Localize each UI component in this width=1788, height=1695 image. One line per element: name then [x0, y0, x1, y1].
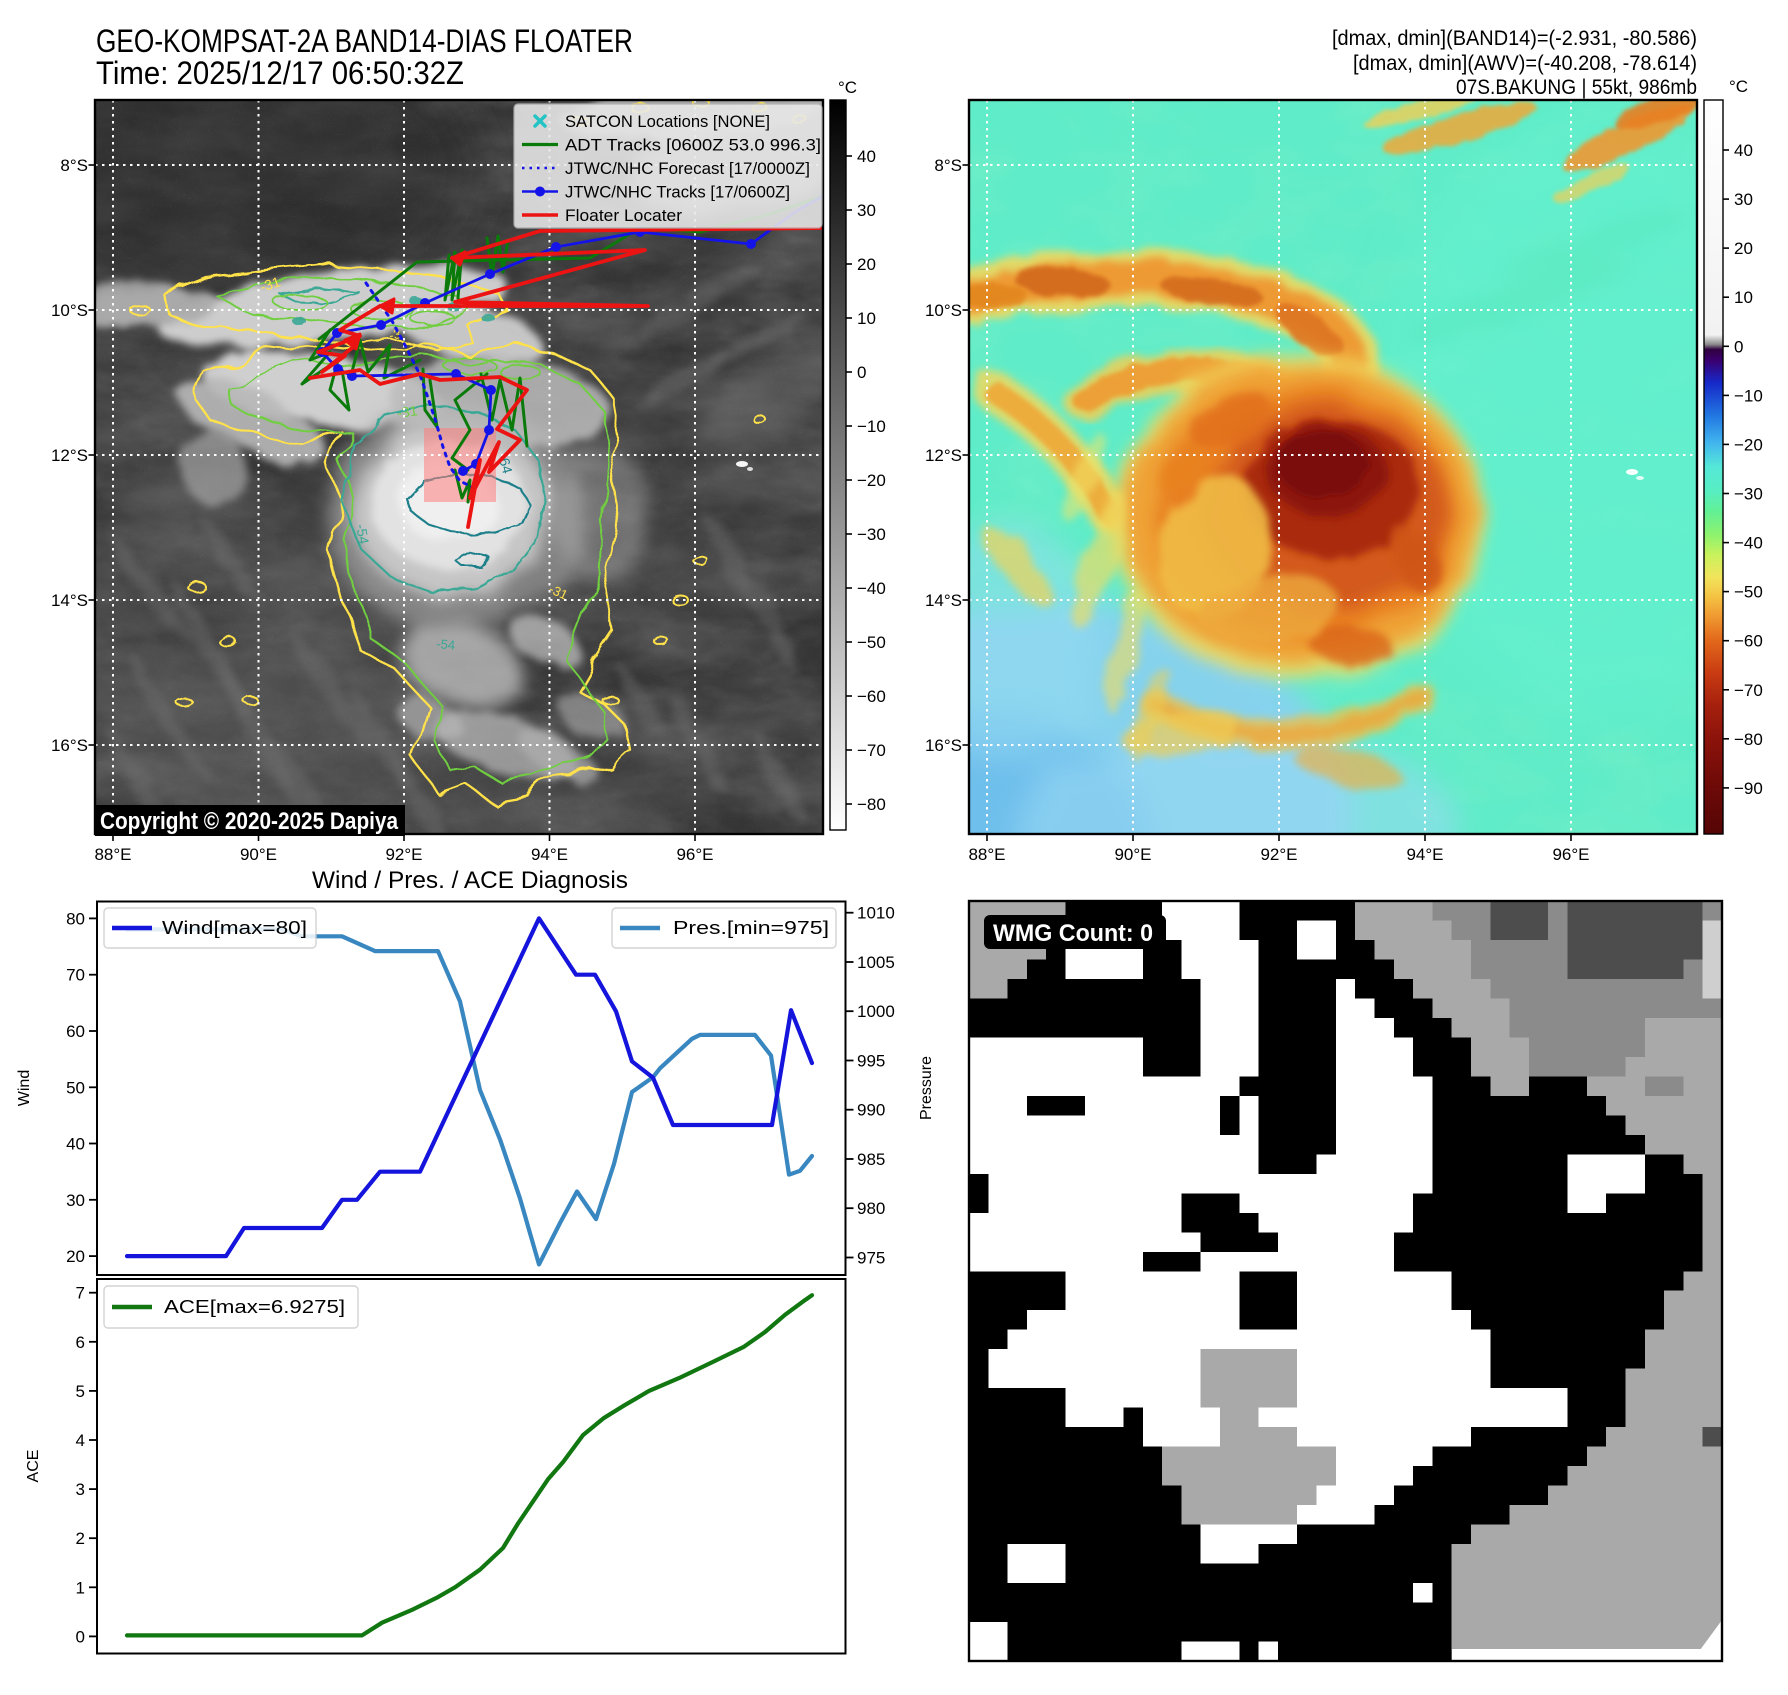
svg-text:-54: -54 — [353, 523, 372, 546]
svg-text:Copyright © 2020-2025 Dapiya: Copyright © 2020-2025 Dapiya — [100, 808, 399, 835]
svg-text:8°S: 8°S — [60, 156, 88, 175]
svg-text:−30: −30 — [857, 525, 886, 544]
svg-text:−70: −70 — [857, 741, 886, 760]
svg-text:30: 30 — [1734, 190, 1753, 209]
svg-text:ACE: ACE — [25, 1450, 42, 1483]
svg-text:°C: °C — [1729, 77, 1748, 96]
svg-text:20: 20 — [1734, 239, 1753, 258]
svg-text:Floater Locater: Floater Locater — [565, 206, 682, 225]
svg-text:2: 2 — [76, 1529, 85, 1548]
svg-text:−90: −90 — [1734, 779, 1763, 798]
svg-text:Wind / Pres. / ACE Diagnosis: Wind / Pres. / ACE Diagnosis — [312, 867, 628, 894]
svg-text:Wind: Wind — [16, 1070, 33, 1106]
svg-text:-31: -31 — [396, 402, 418, 421]
svg-text:WMG Count: 0: WMG Count: 0 — [993, 920, 1153, 947]
svg-text:−80: −80 — [857, 795, 886, 814]
svg-text:70: 70 — [66, 966, 85, 985]
svg-text:SATCON Locations [NONE]: SATCON Locations [NONE] — [565, 112, 770, 131]
svg-text:30: 30 — [66, 1191, 85, 1210]
svg-text:1000: 1000 — [857, 1002, 895, 1021]
svg-text:3: 3 — [76, 1480, 85, 1499]
svg-text:-31: -31 — [258, 273, 282, 295]
svg-text:12°S: 12°S — [925, 446, 962, 465]
svg-text:1010: 1010 — [857, 904, 895, 923]
svg-text:7: 7 — [76, 1284, 85, 1303]
svg-text:JTWC/NHC Tracks [17/0600Z]: JTWC/NHC Tracks [17/0600Z] — [565, 183, 790, 202]
svg-text:Pres.[min=975]: Pres.[min=975] — [673, 918, 829, 938]
svg-text:10°S: 10°S — [51, 301, 88, 320]
svg-text:ACE[max=6.9275]: ACE[max=6.9275] — [164, 1297, 345, 1317]
svg-text:88°E: 88°E — [968, 845, 1005, 864]
svg-text:92°E: 92°E — [1260, 845, 1297, 864]
svg-text:20: 20 — [857, 255, 876, 274]
svg-text:10°S: 10°S — [925, 301, 962, 320]
svg-text:−40: −40 — [1734, 534, 1763, 553]
svg-text:JTWC/NHC Forecast [17/0000Z]: JTWC/NHC Forecast [17/0000Z] — [565, 159, 810, 178]
svg-text:07S.BAKUNG | 55kt, 986mb: 07S.BAKUNG | 55kt, 986mb — [1456, 76, 1697, 99]
svg-text:12°S: 12°S — [51, 446, 88, 465]
svg-text:90°E: 90°E — [240, 845, 277, 864]
svg-text:80: 80 — [66, 909, 85, 928]
svg-text:0: 0 — [76, 1627, 85, 1646]
svg-text:14°S: 14°S — [925, 591, 962, 610]
svg-text:1: 1 — [76, 1578, 85, 1597]
svg-text:20: 20 — [66, 1247, 85, 1266]
svg-text:4: 4 — [76, 1431, 85, 1450]
svg-text:30: 30 — [857, 201, 876, 220]
svg-text:40: 40 — [66, 1135, 85, 1154]
svg-text:88°E: 88°E — [94, 845, 131, 864]
svg-text:Time: 2025/12/17 06:50:32Z: Time: 2025/12/17 06:50:32Z — [96, 55, 464, 91]
svg-text:−40: −40 — [857, 579, 886, 598]
svg-text:980: 980 — [857, 1199, 885, 1218]
svg-text:5: 5 — [76, 1382, 85, 1401]
svg-text:985: 985 — [857, 1150, 885, 1169]
svg-text:−20: −20 — [1734, 435, 1763, 454]
svg-text:6: 6 — [76, 1333, 85, 1352]
svg-text:0: 0 — [1734, 337, 1743, 356]
svg-text:−10: −10 — [857, 417, 886, 436]
svg-text:[dmax, dmin](BAND14)=(-2.931,: [dmax, dmin](BAND14)=(-2.931, -80.586) — [1332, 27, 1697, 50]
svg-text:−30: −30 — [1734, 484, 1763, 503]
svg-text:ADT Tracks [0600Z 53.0 996.3]: ADT Tracks [0600Z 53.0 996.3] — [565, 136, 821, 155]
svg-text:60: 60 — [66, 1022, 85, 1041]
svg-text:96°E: 96°E — [676, 845, 713, 864]
svg-text:Pressure: Pressure — [918, 1056, 935, 1120]
svg-text:92°E: 92°E — [385, 845, 422, 864]
svg-text:96°E: 96°E — [1552, 845, 1589, 864]
svg-text:40: 40 — [1734, 141, 1753, 160]
svg-text:−50: −50 — [857, 633, 886, 652]
svg-text:−50: −50 — [1734, 583, 1763, 602]
svg-text:90°E: 90°E — [1114, 845, 1151, 864]
svg-text:14°S: 14°S — [51, 591, 88, 610]
svg-text:94°E: 94°E — [531, 845, 568, 864]
svg-text:8°S: 8°S — [934, 156, 962, 175]
svg-text:−20: −20 — [857, 471, 886, 490]
svg-text:40: 40 — [857, 147, 876, 166]
svg-text:0: 0 — [857, 363, 866, 382]
svg-text:990: 990 — [857, 1101, 885, 1120]
svg-text:10: 10 — [857, 309, 876, 328]
svg-text:−80: −80 — [1734, 730, 1763, 749]
svg-text:−60: −60 — [1734, 632, 1763, 651]
svg-text:−60: −60 — [857, 687, 886, 706]
svg-text:−10: −10 — [1734, 386, 1763, 405]
svg-text:50: 50 — [66, 1078, 85, 1097]
svg-text:-31: -31 — [547, 581, 570, 603]
svg-text:-64: -64 — [495, 452, 516, 476]
svg-text:995: 995 — [857, 1051, 885, 1070]
svg-text:16°S: 16°S — [51, 736, 88, 755]
svg-text:−70: −70 — [1734, 681, 1763, 700]
svg-text:975: 975 — [857, 1248, 885, 1267]
svg-text:GEO-KOMPSAT-2A BAND14-DIAS FLO: GEO-KOMPSAT-2A BAND14-DIAS FLOATER — [96, 23, 633, 59]
svg-text:Wind[max=80]: Wind[max=80] — [162, 918, 307, 938]
svg-text:[dmax, dmin](AWV)=(-40.208, -7: [dmax, dmin](AWV)=(-40.208, -78.614) — [1353, 52, 1697, 75]
svg-text:-54: -54 — [436, 636, 456, 653]
svg-text:1005: 1005 — [857, 953, 895, 972]
svg-text:94°E: 94°E — [1406, 845, 1443, 864]
svg-text:16°S: 16°S — [925, 736, 962, 755]
svg-text:°C: °C — [838, 78, 857, 97]
svg-text:10: 10 — [1734, 288, 1753, 307]
